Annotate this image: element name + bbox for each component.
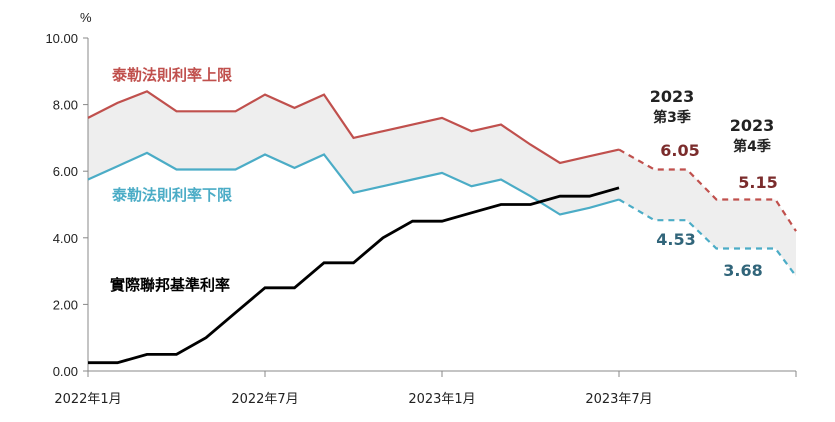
lower-projection-line <box>618 198 797 277</box>
q3-quarter-label: 第3季 <box>653 109 691 126</box>
label-layer: 泰勒法則利率上限 泰勒法則利率下限 實際聯邦基準利率 2023 第3季 2023… <box>110 66 778 294</box>
q4-upper-value: 5.15 <box>738 173 777 192</box>
q3-lower-value: 4.53 <box>656 230 695 249</box>
x-tick-label: 2022年1月 <box>54 392 121 407</box>
y-tick-label: 10.00 <box>45 31 78 46</box>
q3-upper-value: 6.05 <box>660 141 699 160</box>
x-tick-label: 2023年1月 <box>408 392 475 407</box>
upper-series-label: 泰勒法則利率上限 <box>111 66 232 84</box>
y-tick-label: 0.00 <box>53 364 78 379</box>
y-unit-label: % <box>80 10 92 25</box>
y-tick-label: 4.00 <box>53 231 78 246</box>
x-tick-label: 2023年7月 <box>585 392 652 407</box>
y-tick-label: 6.00 <box>53 164 78 179</box>
lower-series-line <box>87 151 620 216</box>
upper-series-line <box>87 90 620 165</box>
q4-lower-value: 3.68 <box>723 261 762 280</box>
x-tick-label: 2022年7月 <box>231 392 298 407</box>
q4-year-label: 2023 <box>730 116 775 135</box>
axis-layer: % 0.00 2.00 4.00 6.00 8.00 10.00 2022年1月 2022年7… <box>45 10 797 407</box>
q3-year-label: 2023 <box>650 87 695 106</box>
y-tick-label: 8.00 <box>53 98 78 113</box>
line-layer <box>87 90 797 365</box>
fed-rate-series-line <box>88 186 620 365</box>
lower-series-label: 泰勒法則利率下限 <box>111 186 232 204</box>
fed-rate-series-label: 實際聯邦基準利率 <box>110 276 230 294</box>
upper-projection-line <box>618 148 797 232</box>
band-layer <box>88 91 796 277</box>
y-tick-label: 2.00 <box>53 297 78 312</box>
q4-quarter-label: 第4季 <box>733 138 771 155</box>
uncertainty-band <box>88 91 796 277</box>
